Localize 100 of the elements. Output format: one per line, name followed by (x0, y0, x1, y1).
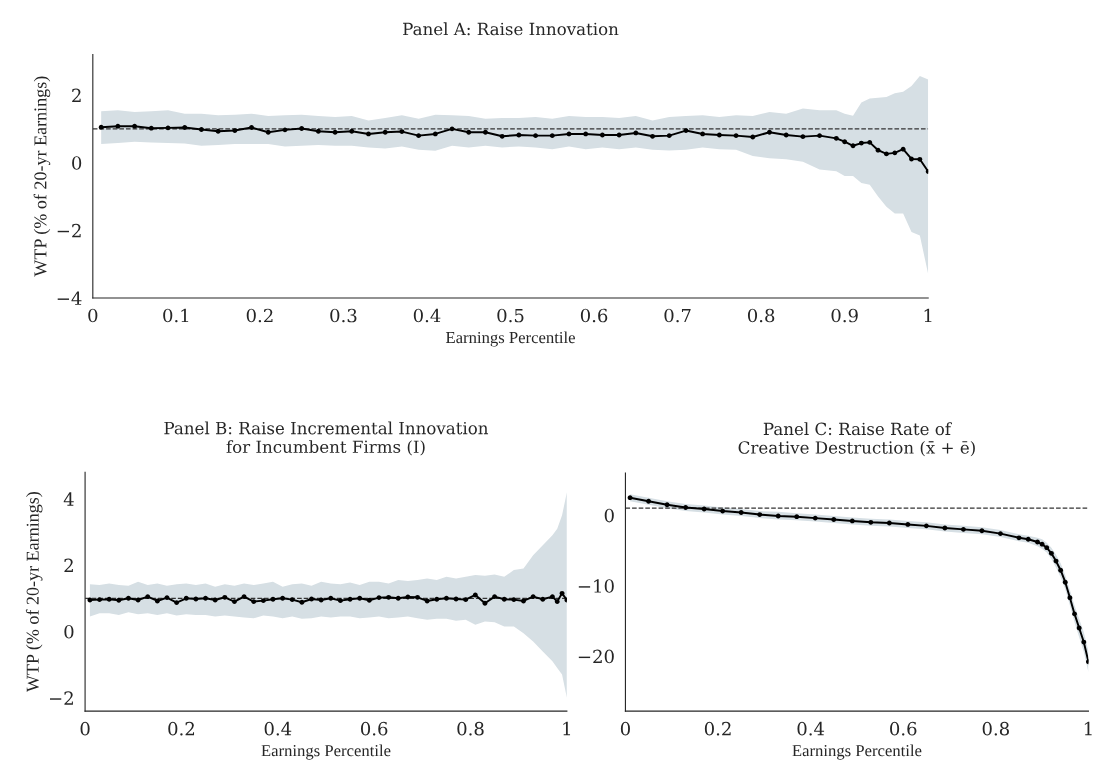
point (416, 133, 422, 139)
point (554, 599, 560, 605)
y-tick-label: −20 (578, 649, 614, 664)
y-tick-label: 0 (604, 508, 614, 523)
point (280, 595, 286, 601)
point (884, 151, 889, 157)
y-tick-label: −2 (57, 223, 81, 238)
point (126, 595, 131, 601)
point (960, 526, 966, 532)
y-axis-title: WTP (% of 20-yr Earnings) (33, 76, 51, 277)
x-tick-label: 0.2 (246, 308, 273, 323)
point (299, 599, 305, 605)
x-tick-label: 0.6 (890, 721, 917, 736)
point (332, 129, 338, 135)
x-tick-label: 0.6 (580, 308, 608, 323)
point (215, 128, 221, 134)
point (1016, 535, 1022, 541)
point (483, 129, 488, 135)
point (1058, 567, 1064, 573)
point (842, 139, 848, 145)
point (366, 597, 372, 603)
point (315, 128, 321, 134)
x-tick-label: 0.8 (457, 721, 484, 736)
point (97, 597, 102, 603)
point (232, 128, 238, 133)
point (511, 597, 517, 603)
point (633, 130, 639, 136)
x-tick-label: 0.4 (264, 721, 292, 736)
point (222, 594, 228, 600)
y-tick-label: −4 (57, 291, 82, 305)
point (148, 125, 154, 131)
point (386, 594, 392, 600)
x-tick-label: 0.8 (982, 721, 1009, 736)
x-tick-label: 1 (924, 308, 932, 323)
y-tick-label: 0 (64, 624, 74, 639)
point (492, 594, 498, 600)
point (923, 523, 929, 529)
x-tick-label: 0.9 (831, 308, 858, 323)
point (559, 590, 565, 596)
point (434, 596, 440, 602)
chart-title: Panel A: Raise Innovation (403, 22, 619, 36)
point (347, 596, 353, 602)
y-tick-label: −2 (49, 691, 73, 705)
point (831, 517, 837, 522)
point (249, 125, 254, 130)
point (395, 595, 401, 601)
y-tick-label: 0 (72, 156, 82, 170)
x-tick-label: 1 (563, 721, 571, 736)
point (549, 133, 555, 139)
point (886, 520, 892, 526)
x-tick-label: 0.4 (413, 308, 441, 323)
y-tick-label: −10 (578, 579, 614, 593)
point (812, 515, 818, 521)
x-tick-label: 0.6 (360, 721, 388, 736)
point (683, 505, 689, 510)
x-tick-label: 0.8 (747, 308, 775, 323)
point (833, 135, 839, 141)
point (174, 600, 180, 606)
x-tick-label: 0.4 (797, 721, 825, 736)
point (145, 594, 151, 600)
x-tick-label: 1 (1084, 721, 1092, 736)
point (289, 597, 295, 603)
point (432, 131, 438, 137)
point (817, 133, 823, 139)
point (849, 518, 855, 524)
point (917, 156, 923, 162)
x-tick-label: 0.2 (704, 721, 731, 736)
point (116, 597, 122, 603)
point (1048, 550, 1054, 556)
point (867, 139, 873, 145)
x-axis-title: Earnings Percentile (261, 744, 391, 760)
point (265, 129, 271, 135)
point (182, 125, 188, 130)
point (472, 592, 478, 598)
y-tick-label: 2 (72, 88, 81, 102)
point (357, 595, 363, 601)
point (583, 131, 589, 137)
x-tick-label: 0 (88, 308, 98, 323)
point (183, 595, 189, 601)
point (499, 133, 505, 139)
point (650, 133, 655, 139)
point (767, 129, 772, 135)
point (260, 598, 266, 604)
point (232, 599, 237, 605)
y-axis-title: WTP (% of 20-yr Earnings) (25, 492, 43, 693)
x-tick-label: 0.3 (330, 308, 357, 323)
point (198, 127, 204, 132)
x-axis-title: Earnings Percentile (445, 331, 575, 347)
point (482, 600, 488, 606)
point (382, 129, 388, 135)
point (270, 596, 276, 602)
point (905, 522, 911, 527)
x-tick-label: 0.7 (664, 308, 691, 323)
point (540, 596, 546, 602)
point (892, 150, 898, 156)
point (251, 599, 257, 605)
point (549, 594, 555, 600)
point (533, 133, 538, 139)
point (106, 596, 112, 602)
y-tick-label: 4 (63, 492, 74, 506)
